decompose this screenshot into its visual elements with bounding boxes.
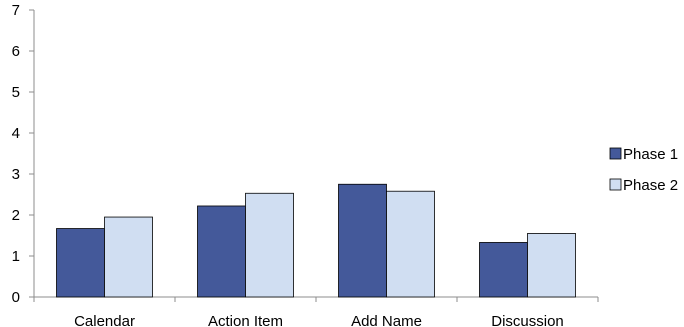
- y-tick-label: 0: [12, 289, 20, 306]
- x-category-label: Discussion: [491, 313, 564, 327]
- axis-labels: 0 1 2 3 4 5 6 7 Calendar Action Item Add Name Discu…: [12, 2, 564, 327]
- bar-phase-1-discussion: [479, 242, 528, 298]
- legend-swatch: [609, 147, 622, 160]
- legend-label: Phase 1: [623, 146, 678, 163]
- y-tick-label: 3: [12, 166, 20, 183]
- bar-phase-2-calendar: [104, 216, 153, 298]
- y-tick-label: 7: [12, 2, 20, 19]
- bar-phase-2-discussion: [527, 233, 576, 298]
- bar-phase-1-add-name: [338, 183, 387, 298]
- y-tick-label: 1: [12, 248, 20, 265]
- y-tick-label: 2: [12, 207, 20, 224]
- legend-label: Phase 2: [623, 177, 678, 194]
- bar-phase-2-action-item: [245, 192, 294, 298]
- y-tick-label: 6: [12, 43, 20, 60]
- bars: [56, 183, 576, 298]
- bar-phase-2-add-name: [386, 190, 435, 298]
- bar-phase-1-calendar: [56, 228, 105, 298]
- x-category-label: Action Item: [208, 313, 283, 327]
- x-category-label: Calendar: [74, 313, 135, 327]
- y-tick-label: 5: [12, 84, 20, 101]
- y-tick-label: 4: [12, 125, 20, 142]
- legend-swatch: [609, 178, 622, 191]
- bar-phase-1-action-item: [197, 205, 246, 298]
- x-category-label: Add Name: [351, 313, 422, 327]
- legend: Phase 1 Phase 2: [609, 146, 678, 194]
